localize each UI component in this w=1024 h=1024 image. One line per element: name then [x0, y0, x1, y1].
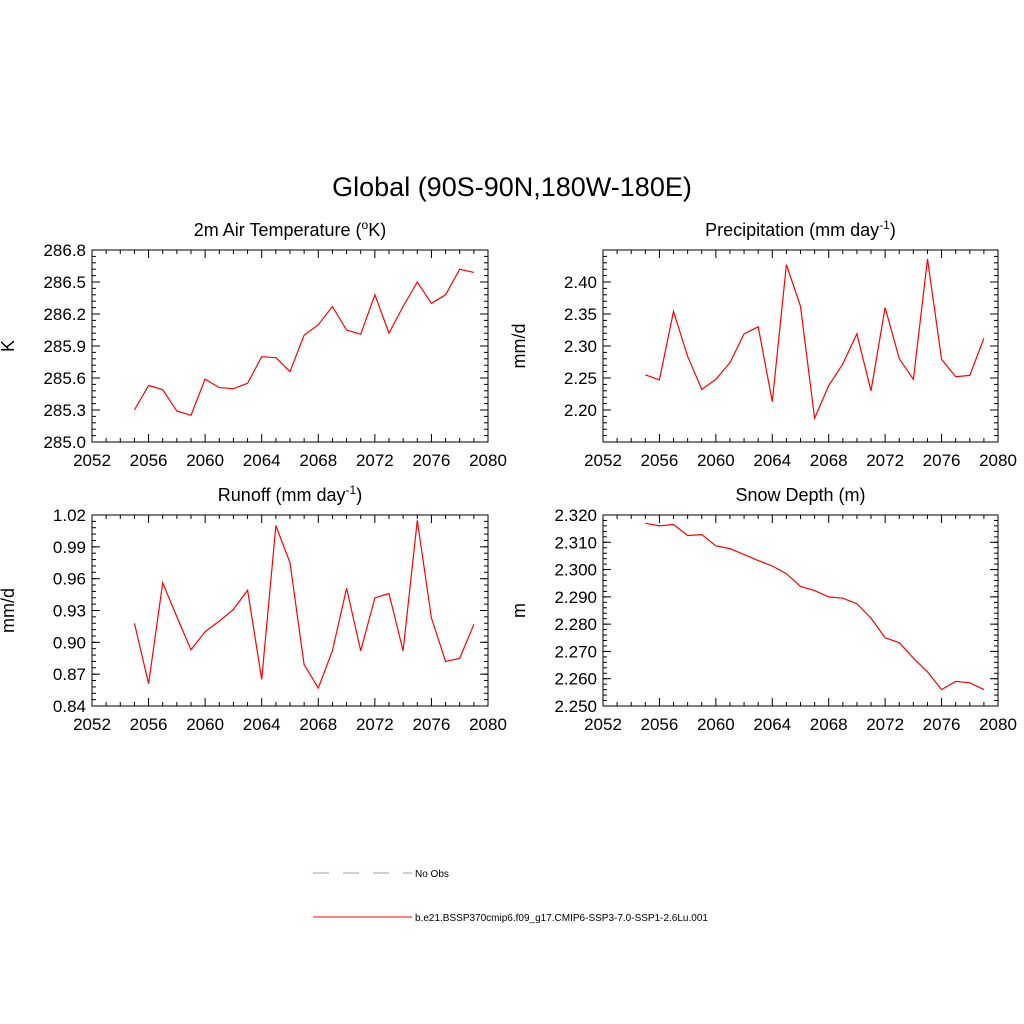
y-tick-label: 0.99: [53, 538, 86, 557]
legend-entry-1: No Obs: [313, 869, 449, 880]
plot-frame: [602, 249, 999, 443]
legend-label: No Obs: [415, 869, 449, 880]
panel-title: Precipitation (mm day-1): [705, 218, 896, 240]
x-tick-label: 2072: [356, 451, 394, 470]
y-tick-label: 2.270: [554, 642, 597, 661]
x-tick-label: 2080: [469, 715, 507, 734]
x-tick-label: 2064: [243, 451, 281, 470]
y-tick-label: 2.320: [554, 506, 597, 525]
x-tick-label: 2052: [73, 715, 111, 734]
y-tick-label: 2.280: [554, 615, 597, 634]
y-tick-label: 2.25: [564, 369, 597, 388]
panel-title: Runoff (mm day-1): [218, 483, 362, 505]
panel-title: Snow Depth (m): [735, 485, 865, 505]
x-tick-label: 2068: [299, 451, 337, 470]
y-tick-label: 0.84: [53, 697, 86, 716]
legend-entry-2: b.e21.BSSP370cmip6.f09_g17.CMIP6-SSP3-7.…: [313, 913, 708, 924]
y-tick-label: 2.40: [564, 273, 597, 292]
y-tick-label: 285.6: [43, 369, 86, 388]
y-tick-label: 2.30: [564, 337, 597, 356]
y-tick-label: 0.90: [53, 633, 86, 652]
y-axis-label: mm/d: [0, 588, 18, 633]
y-tick-label: 286.8: [43, 241, 86, 260]
x-tick-label: 2052: [73, 451, 111, 470]
x-tick-label: 2080: [469, 451, 507, 470]
panel-title-main: Snow Depth (m): [735, 485, 865, 505]
x-tick-label: 2080: [979, 451, 1017, 470]
x-tick-label: 2056: [130, 715, 168, 734]
x-tick-label: 2064: [753, 451, 791, 470]
y-tick-label: 2.300: [554, 561, 597, 580]
y-tick-label: 2.250: [554, 697, 597, 716]
y-tick-label: 2.290: [554, 588, 597, 607]
legend: No Obs b.e21.BSSP370cmip6.f09_g17.CMIP6-S…: [313, 869, 708, 924]
x-tick-label: 2060: [186, 451, 224, 470]
x-tick-label: 2060: [186, 715, 224, 734]
panel-title-superscript: -1: [879, 218, 890, 232]
panel-2: Precipitation (mm day-1) 2052 2056 2060 2064…: [509, 218, 1017, 470]
plot-frame: [602, 514, 999, 707]
x-tick-label: 2052: [584, 715, 622, 734]
x-tick-label: 2056: [641, 715, 679, 734]
x-tick-label: 2060: [697, 715, 735, 734]
panel-3: Runoff (mm day-1) 2052 2056 2060 2064 2068 207…: [0, 483, 507, 734]
panels: 2m Air Temperature (oK)2052 2056 2060 2064 2…: [0, 218, 1017, 734]
x-tick-label: 2068: [810, 715, 848, 734]
plot-frame: [91, 249, 489, 443]
x-tick-label: 2072: [866, 451, 904, 470]
y-tick-label: 0.93: [53, 602, 86, 621]
panel-title-suffix: ): [890, 220, 896, 240]
panel-title-superscript: o: [362, 218, 369, 232]
x-tick-label: 2072: [356, 715, 394, 734]
panel-1: 2m Air Temperature (oK) 2052 2056 2060 2064 2…: [0, 218, 507, 470]
y-tick-label: 286.5: [43, 273, 86, 292]
x-tick-label: 2076: [413, 451, 451, 470]
plot-frame: [91, 514, 489, 707]
panel-title-main: Precipitation (mm day: [705, 220, 879, 240]
y-tick-label: 1.02: [53, 506, 86, 525]
x-tick-label: 2064: [753, 715, 791, 734]
x-tick-label: 2056: [130, 451, 168, 470]
y-tick-label: 285.0: [43, 433, 86, 452]
x-tick-label: 2076: [413, 715, 451, 734]
y-tick-label: 2.310: [554, 533, 597, 552]
y-tick-label: 2.20: [564, 401, 597, 420]
series-line: [133, 520, 475, 690]
y-axis-label: K: [0, 340, 18, 352]
x-tick-label: 2060: [697, 451, 735, 470]
series-line: [133, 268, 475, 417]
x-tick-label: 2076: [923, 451, 961, 470]
y-tick-label: 286.2: [43, 305, 86, 324]
panel-title-suffix: K): [368, 220, 386, 240]
x-tick-label: 2052: [584, 451, 622, 470]
y-tick-label: 285.3: [43, 401, 86, 420]
y-tick-label: 0.96: [53, 570, 86, 589]
x-tick-label: 2080: [979, 715, 1017, 734]
y-axis-label: mm/d: [509, 324, 529, 369]
x-tick-label: 2076: [923, 715, 961, 734]
series-line: [645, 258, 985, 421]
x-tick-label: 2056: [641, 451, 679, 470]
y-tick-label: 0.87: [53, 665, 86, 684]
panel-title: 2m Air Temperature (oK): [194, 218, 386, 240]
x-tick-label: 2068: [810, 451, 848, 470]
y-tick-label: 2.35: [564, 305, 597, 324]
y-axis-label: m: [509, 603, 529, 618]
panel-title-superscript: -1: [346, 483, 357, 497]
y-tick-label: 285.9: [43, 337, 86, 356]
panel-title-main: 2m Air Temperature (: [194, 220, 362, 240]
figure-title: Global (90S-90N,180W-180E): [332, 172, 692, 202]
x-tick-label: 2072: [866, 715, 904, 734]
legend-label: b.e21.BSSP370cmip6.f09_g17.CMIP6-SSP3-7.…: [415, 913, 708, 924]
x-tick-label: 2064: [243, 715, 281, 734]
panel-4: Snow Depth (m) 2052 2056 2060 2064 2068 2072 20…: [509, 485, 1017, 734]
x-tick-label: 2068: [299, 715, 337, 734]
panel-title-main: Runoff (mm day: [218, 485, 346, 505]
series-line: [645, 522, 985, 691]
y-tick-label: 2.260: [554, 670, 597, 689]
panel-title-suffix: ): [356, 485, 362, 505]
